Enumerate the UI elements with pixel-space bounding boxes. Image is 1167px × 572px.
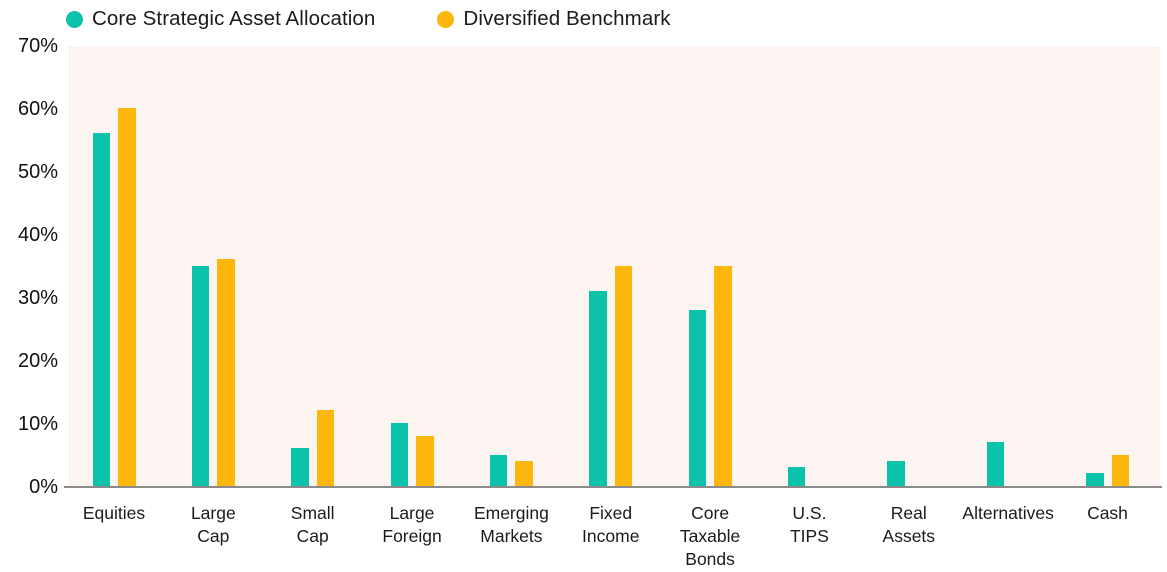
bar-cash-s0 xyxy=(1086,473,1104,486)
y-tick-label-30: 30% xyxy=(17,287,58,309)
bar-small-cap-s0 xyxy=(291,448,309,486)
chart-legend: Core Strategic Asset Allocation Diversif… xyxy=(66,6,671,32)
x-axis-label-large-cap: Large Cap xyxy=(190,503,236,546)
bar-cash-s1 xyxy=(1111,454,1129,486)
bar-core-taxable-bonds-s1 xyxy=(714,265,732,486)
legend-item-diversified-benchmark: Diversified Benchmark xyxy=(437,7,670,31)
x-axis-label-fixed-income: Fixed Income xyxy=(582,503,640,546)
x-axis-label-small-cap: Small Cap xyxy=(290,503,335,546)
y-tick-label-0: 0% xyxy=(29,476,58,498)
bar-large-foreign-s1 xyxy=(416,435,434,486)
x-axis-label-large-foreign: Large Foreign xyxy=(382,503,442,546)
bar-us-tips-s0 xyxy=(787,467,806,486)
bar-large-cap-s0 xyxy=(191,265,210,486)
bar-fixed-income-s1 xyxy=(614,265,633,486)
bar-alternatives-s0 xyxy=(986,441,1005,486)
y-tick-label-50: 50% xyxy=(17,161,58,183)
bar-equities-s1 xyxy=(118,108,136,486)
bar-core-taxable-bonds-s0 xyxy=(688,309,707,486)
y-tick-label-60: 60% xyxy=(17,98,58,120)
y-tick-label-40: 40% xyxy=(17,224,58,246)
x-axis-label-cash: Cash xyxy=(1087,503,1128,523)
legend-label-core-strategic: Core Strategic Asset Allocation xyxy=(92,7,376,30)
bar-emerging-markets-s0 xyxy=(489,454,508,486)
x-axis-label-emerging-markets: Emerging Markets xyxy=(473,503,549,546)
bar-fixed-income-s0 xyxy=(589,290,607,486)
x-axis-label-alternatives: Alternatives xyxy=(962,503,1054,523)
x-axis-label-core-taxable-bonds: Core Taxable Bonds xyxy=(679,503,741,569)
legend-marker-diversified-benchmark-icon xyxy=(437,10,455,28)
bar-real-assets-s0 xyxy=(887,460,905,486)
bar-large-cap-s1 xyxy=(217,259,235,486)
legend-marker-core-strategic-icon xyxy=(66,10,83,28)
x-axis-label-us-tips: U.S. TIPS xyxy=(789,503,829,546)
y-tick-label-10: 10% xyxy=(17,413,58,435)
bar-emerging-markets-s1 xyxy=(515,460,533,486)
bar-large-foreign-s0 xyxy=(390,423,409,486)
y-tick-label-20: 20% xyxy=(17,350,58,372)
y-tick-label-70: 70% xyxy=(17,35,58,57)
x-axis-label-real-assets: Real Assets xyxy=(882,503,936,546)
bar-small-cap-s1 xyxy=(316,410,335,486)
legend-label-diversified-benchmark: Diversified Benchmark xyxy=(463,7,671,30)
plot-area xyxy=(68,46,1160,487)
bar-equities-s0 xyxy=(92,133,110,486)
x-axis-line xyxy=(64,486,1162,488)
legend-item-core-strategic: Core Strategic Asset Allocation xyxy=(66,7,375,31)
x-axis-label-equities: Equities xyxy=(82,503,146,523)
